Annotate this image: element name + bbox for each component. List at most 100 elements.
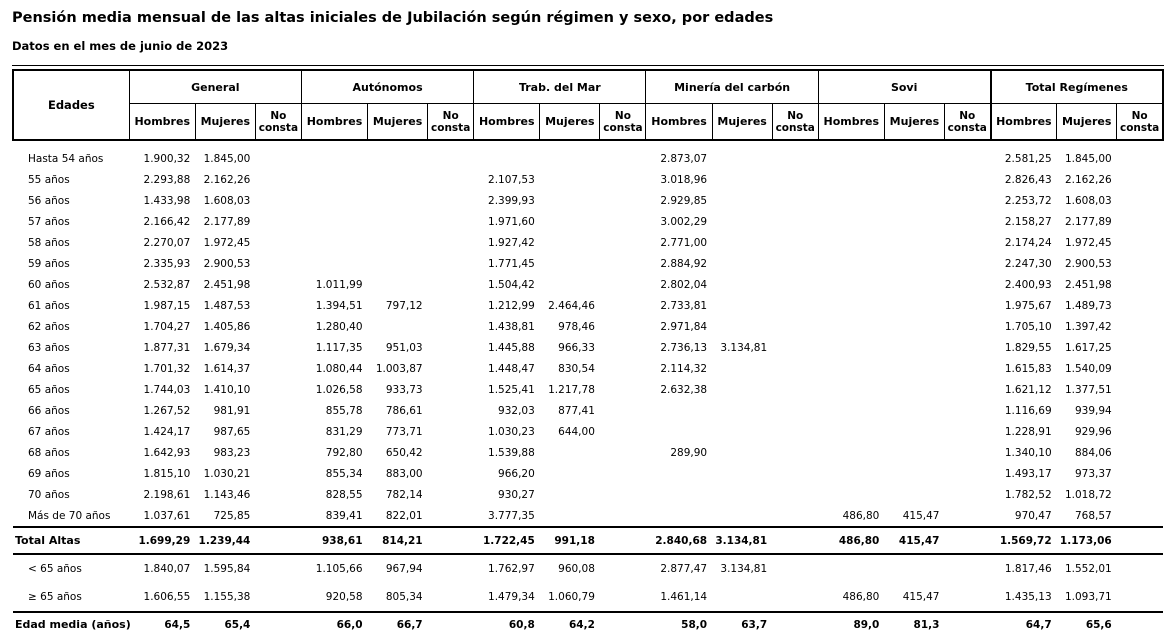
cell: 65,4 <box>195 612 256 635</box>
cell: 63,7 <box>712 612 773 635</box>
cell <box>944 253 990 274</box>
cell <box>368 211 428 232</box>
cell: 1.845,00 <box>203 152 251 165</box>
cell <box>944 358 990 379</box>
cell <box>368 253 428 274</box>
cell <box>1116 612 1163 635</box>
cell <box>772 463 818 484</box>
cell: 1.105,66 <box>315 563 363 575</box>
cell <box>1117 253 1163 274</box>
cell <box>368 190 428 211</box>
cell <box>818 400 884 421</box>
cell: 1.608,03 <box>1064 194 1112 207</box>
table-row: 63 años 1.877,31 1.679,34 1.117,35 951,03 1.4… <box>13 337 1163 358</box>
cell <box>428 379 474 400</box>
cell <box>818 316 884 337</box>
cell <box>428 232 474 253</box>
cell <box>884 190 944 211</box>
cell: 2.162,26 <box>203 173 251 186</box>
cell <box>646 421 712 442</box>
cell <box>540 274 600 295</box>
cell: 1.424,17 <box>143 425 191 438</box>
cell: 2.162,26 <box>1064 173 1112 186</box>
cell: 966,20 <box>498 467 535 480</box>
header-group-row: Edades General Autónomos Trab. del Mar M… <box>11 69 1165 141</box>
cell: 831,29 <box>325 425 363 438</box>
cell <box>712 358 772 379</box>
cell: 1.900,32 <box>143 152 191 165</box>
cell: 1.405,86 <box>203 320 251 333</box>
cell: 1.817,46 <box>1004 563 1052 575</box>
cell <box>428 337 474 358</box>
cell <box>600 169 646 190</box>
cell <box>427 612 474 635</box>
cell: 1.479,34 <box>473 583 540 613</box>
cell: 486,80 <box>818 583 885 613</box>
cell <box>1117 140 1163 169</box>
cell: 782,14 <box>385 488 423 501</box>
table-row: 59 años 2.335,93 2.900,53 1.771,45 2.884,92 2… <box>13 253 1163 274</box>
cell <box>772 400 818 421</box>
cell <box>944 421 990 442</box>
cell: 415,47 <box>884 505 945 528</box>
row-label: 61 años <box>28 299 70 312</box>
cell <box>428 442 474 463</box>
cell: 1.744,03 <box>143 383 191 396</box>
cell: 1.987,15 <box>143 299 191 312</box>
cell <box>772 140 818 169</box>
cell: 822,01 <box>367 505 428 528</box>
cell: 1.704,27 <box>143 320 191 333</box>
cell <box>884 442 944 463</box>
cell: 2.335,93 <box>143 257 191 270</box>
cell: 1.608,03 <box>203 194 251 207</box>
cell <box>772 527 819 555</box>
column-group-general: General <box>128 69 302 104</box>
cell: 1.815,10 <box>143 467 191 480</box>
cell <box>599 583 646 613</box>
cell <box>301 140 367 169</box>
cell: 1.975,67 <box>1004 299 1052 312</box>
cell <box>1117 295 1163 316</box>
cell: 1.394,51 <box>315 299 363 312</box>
cell: 1.026,58 <box>315 383 363 396</box>
cell: 830,54 <box>558 362 595 375</box>
cell: 1.971,60 <box>488 215 535 228</box>
cell <box>540 169 600 190</box>
cell: 3.134,81 <box>712 527 773 555</box>
cell <box>1116 505 1163 528</box>
cell <box>255 253 301 274</box>
cell <box>712 421 772 442</box>
cell: 3.134,81 <box>720 341 768 354</box>
cell: 2.177,89 <box>1064 215 1112 228</box>
row-label: 58 años <box>28 236 70 249</box>
cell: 960,08 <box>558 563 595 575</box>
table-row: 69 años 1.815,10 1.030,21 855,34 883,00 966,2… <box>13 463 1163 484</box>
cell <box>818 211 884 232</box>
cell: 1.782,52 <box>1004 488 1052 501</box>
cell: 2.451,98 <box>1064 278 1112 291</box>
cell <box>712 140 772 169</box>
cell <box>884 554 944 583</box>
cell: 883,00 <box>385 467 423 480</box>
cell <box>944 484 990 505</box>
row-label: 68 años <box>28 446 70 459</box>
cell <box>818 484 884 505</box>
cell <box>944 379 990 400</box>
cell <box>884 211 944 232</box>
cell <box>599 612 646 635</box>
cell <box>540 442 600 463</box>
cell <box>255 442 301 463</box>
cell: 1.701,32 <box>143 362 191 375</box>
cell <box>428 190 474 211</box>
row-label: 70 años <box>28 488 70 501</box>
cell <box>772 442 818 463</box>
cell <box>772 211 818 232</box>
cell <box>944 316 990 337</box>
cell <box>772 295 818 316</box>
cell: 2.733,81 <box>660 299 708 312</box>
column-group-mineria: Minería del carbón <box>645 69 819 104</box>
cell: 1.829,55 <box>1004 341 1052 354</box>
cell: 65,6 <box>1056 612 1117 635</box>
cell <box>884 169 944 190</box>
cell <box>255 484 301 505</box>
